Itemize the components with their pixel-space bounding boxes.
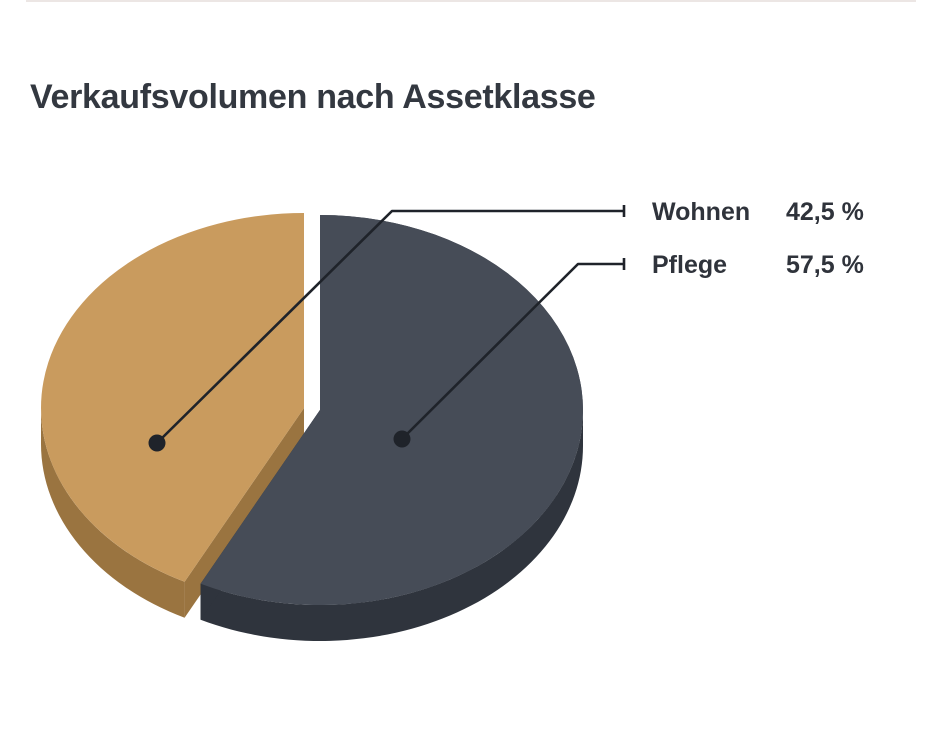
pie-slice-top-overlay — [200, 215, 583, 605]
leader-line — [156, 209, 624, 444]
leader-pflege — [393, 258, 626, 448]
leader-dot — [148, 434, 166, 452]
pie-slice-pflege — [200, 215, 583, 641]
leader-wohnen — [148, 205, 626, 452]
legend-value-pflege: 57,5 % — [786, 251, 864, 279]
leader-dot — [393, 430, 411, 448]
legend-value-wohnen: 42,5 % — [786, 198, 864, 226]
top-divider — [26, 0, 916, 2]
leader-line — [401, 262, 624, 440]
chart-title: Verkaufsvolumen nach Assetklasse — [30, 78, 596, 116]
pie-slice-top — [40, 213, 304, 582]
pie-slice-side — [41, 408, 185, 618]
legend-label-wohnen: Wohnen — [652, 198, 750, 226]
legend-label-pflege: Pflege — [652, 251, 727, 279]
pie-slice-side — [200, 410, 583, 641]
